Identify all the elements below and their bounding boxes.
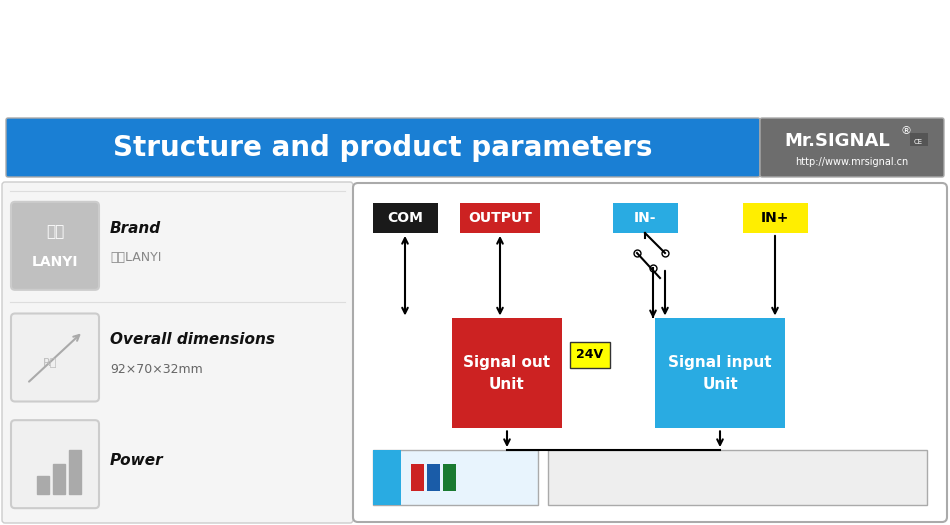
Text: IN+: IN+: [761, 211, 789, 225]
Text: Power: Power: [110, 453, 163, 468]
Bar: [909, 133, 927, 146]
Text: Brand: Brand: [110, 220, 162, 236]
FancyBboxPatch shape: [353, 183, 947, 522]
FancyBboxPatch shape: [11, 420, 99, 508]
Text: Overall dimensions: Overall dimensions: [110, 332, 275, 348]
FancyBboxPatch shape: [760, 118, 944, 177]
Bar: [443, 464, 456, 491]
Text: OUTPUT: OUTPUT: [468, 211, 532, 225]
Bar: [743, 203, 807, 233]
Text: Signal out
Unit: Signal out Unit: [464, 355, 551, 392]
Text: Mr.SIGNAL: Mr.SIGNAL: [785, 132, 890, 150]
Bar: [411, 464, 424, 491]
Bar: [373, 450, 538, 505]
Text: ®: ®: [900, 126, 911, 136]
Text: 蓝羿: 蓝羿: [46, 224, 65, 239]
Text: CE: CE: [914, 139, 923, 145]
Bar: [53, 464, 65, 494]
Bar: [37, 476, 49, 494]
Bar: [69, 450, 81, 494]
Text: Structure and product parameters: Structure and product parameters: [113, 133, 653, 162]
FancyBboxPatch shape: [6, 118, 760, 177]
Bar: [427, 464, 440, 491]
Text: 24V: 24V: [577, 349, 603, 361]
Text: 92×70×32mm: 92×70×32mm: [110, 363, 202, 376]
Text: Artisan works - factory direct sales: Artisan works - factory direct sales: [0, 30, 950, 85]
Text: Signal input
Unit: Signal input Unit: [668, 355, 771, 392]
Text: 蓝翾LANYI: 蓝翾LANYI: [110, 251, 162, 264]
Bar: [655, 318, 785, 428]
Text: http://www.mrsignal.cn: http://www.mrsignal.cn: [795, 157, 908, 167]
FancyBboxPatch shape: [11, 202, 99, 290]
Text: R寸: R寸: [43, 358, 57, 368]
Bar: [373, 450, 401, 505]
Bar: [613, 203, 677, 233]
FancyBboxPatch shape: [2, 182, 353, 523]
FancyBboxPatch shape: [11, 313, 99, 402]
Text: COM: COM: [387, 211, 423, 225]
Bar: [372, 203, 438, 233]
Text: LANYI: LANYI: [31, 255, 78, 269]
Text: IN-: IN-: [634, 211, 656, 225]
Bar: [570, 342, 610, 368]
Bar: [548, 450, 927, 505]
Bar: [452, 318, 562, 428]
Bar: [460, 203, 540, 233]
